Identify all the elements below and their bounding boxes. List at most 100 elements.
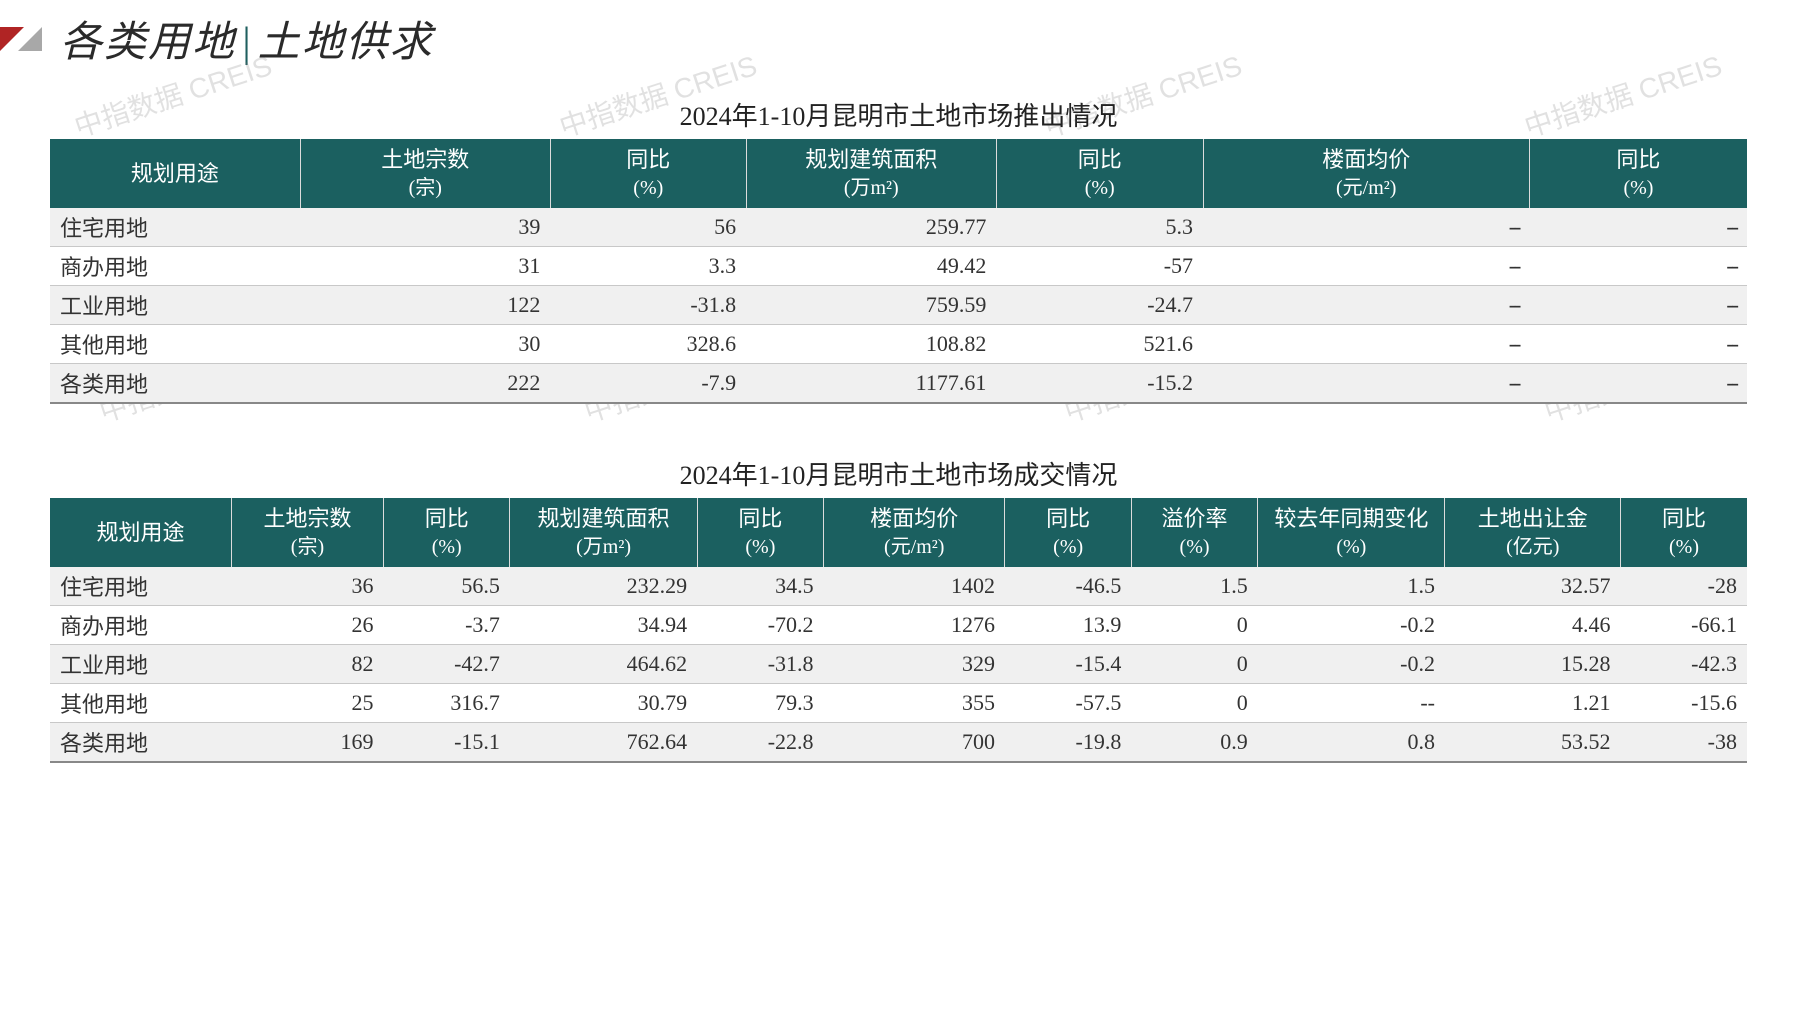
column-header-label: 土地宗数 (381, 147, 469, 172)
column-header-unit: (万m²) (514, 534, 692, 561)
land-transaction-table: 规划用途土地宗数(宗)同比(%)规划建筑面积(万m²)同比(%)楼面均价(元/m… (50, 498, 1747, 763)
cell-value: -- (1203, 208, 1529, 247)
table-row: 各类用地169-15.1762.64-22.8700-19.80.90.853.… (50, 722, 1747, 762)
table-row: 工业用地122-31.8759.59-24.7---- (50, 285, 1747, 324)
column-header-label: 同比 (738, 506, 782, 531)
column-header-unit: (%) (702, 534, 819, 561)
column-header-unit: (%) (555, 175, 742, 202)
cell-value: -70.2 (697, 605, 823, 644)
cell-value: -- (1529, 324, 1747, 363)
page-header: 各类用地|土地供求 (0, 8, 434, 69)
cell-value: -- (1529, 285, 1747, 324)
column-header-unit: (%) (1001, 175, 1199, 202)
cell-value: -- (1203, 285, 1529, 324)
column-header: 规划用途 (50, 498, 231, 567)
column-header-label: 土地出让金 (1478, 506, 1588, 531)
column-header-label: 较去年同期变化 (1274, 506, 1428, 531)
column-header-label: 同比 (1078, 147, 1122, 172)
cell-value: -31.8 (550, 285, 746, 324)
column-header-label: 楼面均价 (1322, 147, 1410, 172)
column-header: 溢价率 (%) (1131, 498, 1257, 567)
column-header: 土地出让金 (亿元) (1445, 498, 1621, 567)
column-header-label: 规划用途 (131, 161, 219, 186)
section-land-transaction: 2024年1-10月昆明市土地市场成交情况 规划用途土地宗数(宗)同比(%)规划… (50, 455, 1747, 763)
cell-value: -- (1203, 363, 1529, 403)
cell-value: -22.8 (697, 722, 823, 762)
cell-value: -28 (1621, 567, 1747, 606)
cell-value: 30 (300, 324, 550, 363)
column-header-label: 楼面均价 (870, 506, 958, 531)
column-header-unit: (亿元) (1449, 534, 1616, 561)
column-header-unit: (%) (1136, 534, 1253, 561)
column-header: 规划建筑面积(万m²) (746, 139, 996, 208)
cell-value: -15.4 (1005, 644, 1131, 683)
cell-value: -0.2 (1258, 644, 1445, 683)
cell-value: -0.2 (1258, 605, 1445, 644)
cell-value: 13.9 (1005, 605, 1131, 644)
cell-value: 1402 (824, 567, 1005, 606)
column-header: 楼面均价 (元/m²) (824, 498, 1005, 567)
cell-value: 34.5 (697, 567, 823, 606)
row-label: 其他用地 (50, 683, 231, 722)
cell-value: -42.3 (1621, 644, 1747, 683)
column-header: 同比 (%) (697, 498, 823, 567)
logo-icon (0, 27, 42, 51)
column-header-unit: (%) (1262, 534, 1440, 561)
column-header-label: 同比 (626, 147, 670, 172)
table-row: 商办用地26-3.734.94-70.2127613.90-0.24.46-66… (50, 605, 1747, 644)
column-header-label: 规划用途 (96, 520, 184, 545)
cell-value: -15.6 (1621, 683, 1747, 722)
cell-value: 0 (1131, 683, 1257, 722)
logo-gray-triangle (18, 27, 42, 51)
column-header-label: 规划建筑面积 (538, 506, 670, 531)
cell-value: 1276 (824, 605, 1005, 644)
cell-value: 108.82 (746, 324, 996, 363)
cell-value: 26 (231, 605, 383, 644)
cell-value: 39 (300, 208, 550, 247)
column-header: 楼面均价 (元/m²) (1203, 139, 1529, 208)
cell-value: 700 (824, 722, 1005, 762)
cell-value: 328.6 (550, 324, 746, 363)
table-row: 规划用途土地宗数(宗)同比(%)规划建筑面积(万m²)同比(%)楼面均价(元/m… (50, 498, 1747, 567)
cell-value: -57 (996, 246, 1203, 285)
cell-value: 464.62 (510, 644, 697, 683)
column-header-unit: (元/m²) (828, 534, 1000, 561)
table1-title: 2024年1-10月昆明市土地市场推出情况 (50, 96, 1747, 133)
column-header-unit: (%) (1009, 534, 1126, 561)
column-header-unit: (宗) (305, 175, 546, 202)
cell-value: 4.46 (1445, 605, 1621, 644)
cell-value: -19.8 (1005, 722, 1131, 762)
cell-value: -- (1529, 363, 1747, 403)
cell-value: -15.1 (384, 722, 510, 762)
cell-value: 36 (231, 567, 383, 606)
cell-value: 521.6 (996, 324, 1203, 363)
table-row: 住宅用地3656.5232.2934.51402-46.51.51.532.57… (50, 567, 1747, 606)
cell-value: 329 (824, 644, 1005, 683)
row-label: 住宅用地 (50, 567, 231, 606)
row-label: 商办用地 (50, 605, 231, 644)
cell-value: 79.3 (697, 683, 823, 722)
table-row: 规划用途 土地宗数 (宗) 同比 (%)规划建筑面积(万m²) 同比 (%) 楼面均价 (元/m… (50, 139, 1747, 208)
cell-value: 232.29 (510, 567, 697, 606)
cell-value: -7.9 (550, 363, 746, 403)
column-header-label: 溢价率 (1162, 506, 1228, 531)
column-header: 较去年同期变化 (%) (1258, 498, 1445, 567)
cell-value: -24.7 (996, 285, 1203, 324)
row-label: 其他用地 (50, 324, 300, 363)
column-header-unit: (%) (1625, 534, 1743, 561)
column-header: 同比 (%) (550, 139, 746, 208)
column-header: 同比(%) (384, 498, 510, 567)
cell-value: 0.8 (1258, 722, 1445, 762)
column-header: 同比(%) (1621, 498, 1747, 567)
section-land-supply: 2024年1-10月昆明市土地市场推出情况 规划用途 土地宗数 (宗) 同比 (%)规划… (50, 96, 1747, 404)
page-title-separator: | (236, 20, 258, 66)
column-header-unit: (万m²) (751, 175, 992, 202)
cell-value: 762.64 (510, 722, 697, 762)
column-header-unit: (元/m²) (1208, 175, 1525, 202)
cell-value: -- (1529, 208, 1747, 247)
cell-value: 30.79 (510, 683, 697, 722)
cell-value: 82 (231, 644, 383, 683)
cell-value: 1.5 (1131, 567, 1257, 606)
cell-value: 0.9 (1131, 722, 1257, 762)
land-supply-table: 规划用途 土地宗数 (宗) 同比 (%)规划建筑面积(万m²) 同比 (%) 楼面均价 (元/m… (50, 139, 1747, 404)
